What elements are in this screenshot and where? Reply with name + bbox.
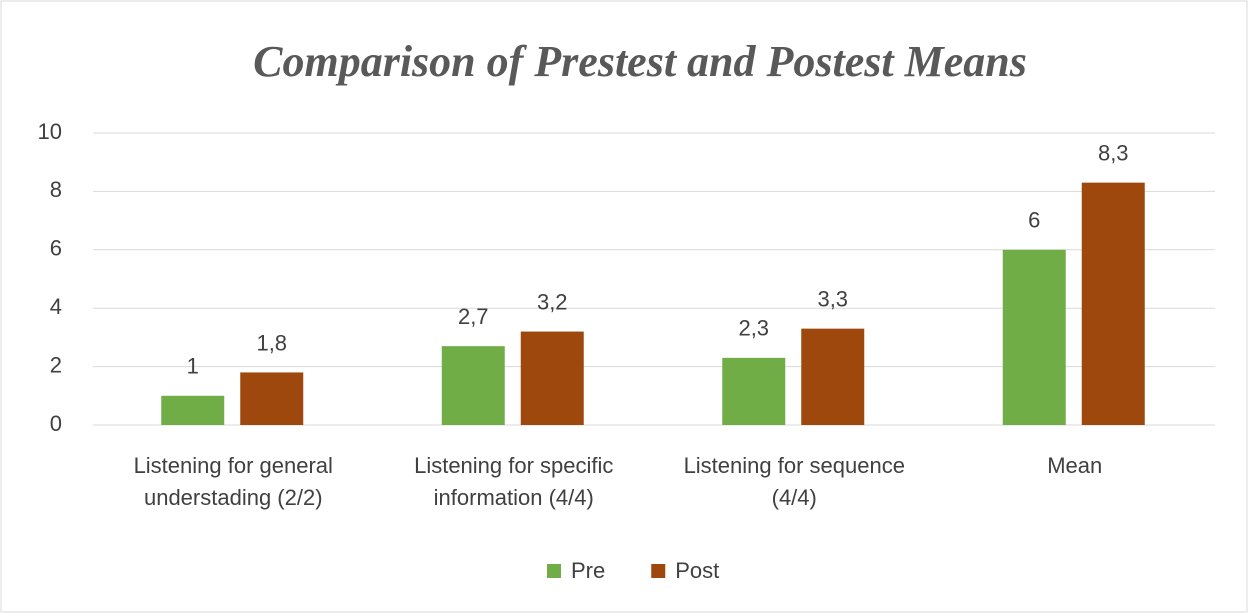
bar xyxy=(1002,249,1066,425)
data-label: 1 xyxy=(187,354,199,379)
x-tick-label: Listening for sequence (4/4) xyxy=(683,453,905,510)
chart-title: Comparison of Prestest and Postest Means xyxy=(253,37,1027,86)
bar xyxy=(161,395,225,425)
x-tick-label: Listening for specific information (4/4) xyxy=(414,453,614,510)
data-label: 6 xyxy=(1028,208,1040,233)
data-label: 2,3 xyxy=(738,316,769,341)
legend-label: Post xyxy=(675,558,719,583)
data-label: 2,7 xyxy=(458,304,489,329)
x-tick-label: Listening for general understading (2/2) xyxy=(133,453,333,510)
bar xyxy=(520,331,584,425)
data-label: 3,3 xyxy=(817,286,848,311)
y-tick-label: 10 xyxy=(38,119,62,144)
bar xyxy=(240,372,304,425)
legend-swatch xyxy=(547,564,561,578)
data-label: 8,3 xyxy=(1098,140,1129,165)
y-tick-label: 2 xyxy=(50,352,62,377)
legend-label: Pre xyxy=(571,558,605,583)
bar xyxy=(441,346,505,425)
data-label: 3,2 xyxy=(537,289,568,314)
y-tick-label: 6 xyxy=(50,236,62,261)
data-label: 1,8 xyxy=(256,330,287,355)
bar xyxy=(1081,182,1145,425)
bar xyxy=(801,328,865,425)
y-tick-label: 8 xyxy=(50,177,62,202)
legend-swatch xyxy=(651,564,666,578)
y-tick-label: 0 xyxy=(50,411,62,436)
y-tick-label: 4 xyxy=(50,294,62,319)
x-tick-label: Mean xyxy=(1047,453,1103,478)
bar xyxy=(722,357,786,425)
